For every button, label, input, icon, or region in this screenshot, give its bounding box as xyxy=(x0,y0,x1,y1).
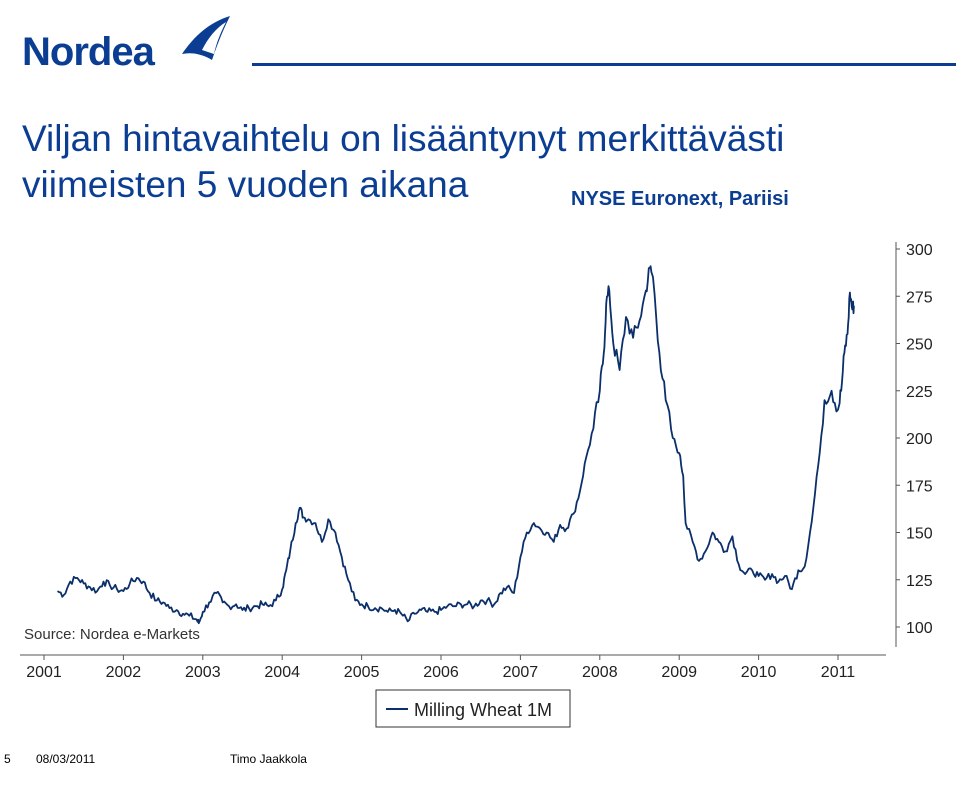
x-tick-label: 2010 xyxy=(741,664,777,681)
sail-logo-icon xyxy=(182,16,230,60)
x-tick-label: 2009 xyxy=(661,664,697,681)
logo-wordmark: Nordea xyxy=(22,30,155,74)
series-line-milling-wheat xyxy=(57,265,855,625)
exchange-subtitle: NYSE Euronext, Pariisi xyxy=(571,188,789,210)
nordea-logo: Nordea xyxy=(22,14,232,74)
legend: Milling Wheat 1M xyxy=(375,689,571,728)
y-axis-ticks: 100 125 150 175 200 225 250 275 300 xyxy=(896,242,933,637)
title-line-2: viimeisten 5 vuoden aikana xyxy=(22,164,469,205)
y-tick-label: 225 xyxy=(906,384,933,401)
y-tick-label: 300 xyxy=(906,242,933,259)
header-rule xyxy=(252,63,956,66)
y-tick-label: 275 xyxy=(906,289,933,306)
legend-box xyxy=(375,689,571,728)
y-tick-label: 250 xyxy=(906,337,933,354)
source-note: Source: Nordea e-Markets xyxy=(24,626,200,643)
footer-date: 08/03/2011 xyxy=(36,752,96,766)
legend-label: Milling Wheat 1M xyxy=(414,700,552,720)
y-tick-label: 175 xyxy=(906,478,933,495)
x-tick-label: 2005 xyxy=(344,664,380,681)
x-tick-label: 2008 xyxy=(582,664,618,681)
footer-author: Timo Jaakkola xyxy=(230,752,307,766)
x-tick-label: 2011 xyxy=(821,664,856,681)
title-line-1: Viljan hintavaihtelu on lisääntynyt merk… xyxy=(22,118,785,159)
x-tick-label: 2007 xyxy=(503,664,539,681)
x-axis-ticks: 2001 2002 2003 2004 2005 2006 2007 2008 2009 2010… xyxy=(26,655,855,681)
y-tick-label: 150 xyxy=(906,526,933,543)
slide-title: Viljan hintavaihtelu on lisääntynyt merk… xyxy=(22,116,784,208)
x-tick-label: 2004 xyxy=(264,664,300,681)
series-layer xyxy=(57,265,855,625)
x-tick-label: 2006 xyxy=(423,664,459,681)
y-tick-label: 200 xyxy=(906,431,933,448)
y-tick-label: 125 xyxy=(906,573,933,590)
x-tick-label: 2002 xyxy=(106,664,142,681)
y-tick-label: 100 xyxy=(906,620,933,637)
wheat-price-chart: 100 125 150 175 200 225 250 275 300 2001 2002 2003… xyxy=(20,242,933,728)
x-tick-label: 2003 xyxy=(185,664,221,681)
x-tick-label: 2001 xyxy=(26,664,62,681)
footer-page-number: 5 xyxy=(4,752,11,766)
